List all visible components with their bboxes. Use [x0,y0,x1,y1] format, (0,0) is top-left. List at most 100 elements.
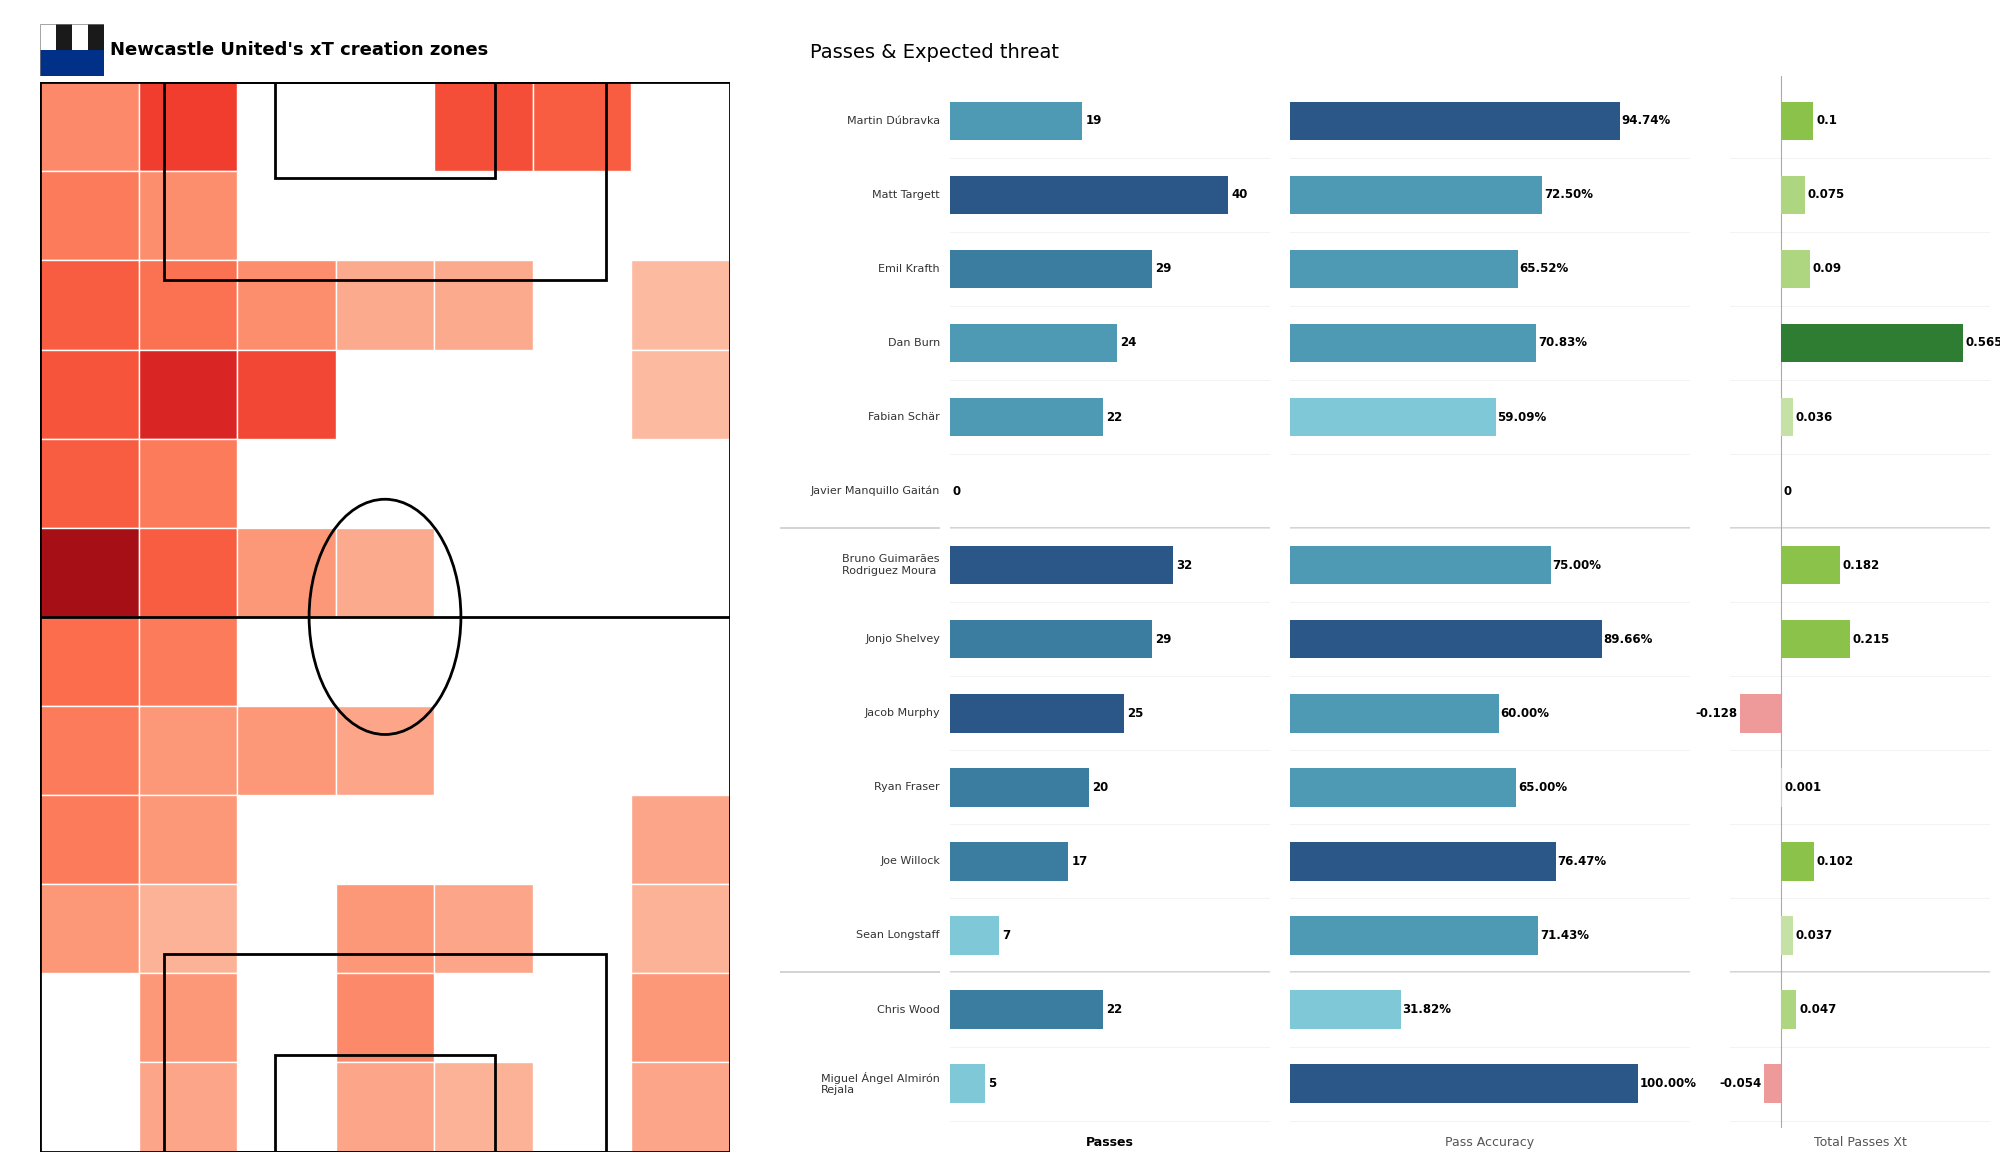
Text: 100.00%: 100.00% [1640,1077,1696,1090]
Text: 31.82%: 31.82% [1402,1003,1452,1016]
Text: 22: 22 [1106,1003,1122,1016]
Bar [138,438,238,528]
Bar [40,172,138,261]
Bar [274,1055,496,1152]
Bar [532,82,632,172]
Bar [138,82,238,172]
Bar [336,884,434,973]
Bar [1290,842,1556,880]
Bar [434,261,532,350]
Bar [1290,916,1538,955]
Bar [434,1062,532,1152]
Bar [40,795,138,884]
Bar [40,49,104,76]
Bar [1782,991,1796,1029]
Bar [950,398,1104,436]
Bar [138,973,238,1062]
Bar [40,438,138,528]
Bar [1782,101,1814,140]
Text: 32: 32 [1176,558,1192,572]
Bar [40,617,138,706]
Text: 72.50%: 72.50% [1544,188,1592,201]
Bar [950,620,1152,658]
Bar [40,706,138,795]
Text: 0: 0 [1784,484,1792,497]
Text: Emil Krafth: Emil Krafth [878,264,940,274]
Bar [950,916,998,955]
Text: Jacob Murphy: Jacob Murphy [864,709,940,718]
Bar [1782,324,1962,362]
Bar [950,101,1082,140]
Text: -0.054: -0.054 [1720,1077,1762,1090]
Text: 0.037: 0.037 [1796,929,1832,942]
Bar [238,706,336,795]
Bar [950,175,1228,214]
Text: 0.036: 0.036 [1796,410,1832,423]
Bar [238,350,336,438]
Bar [950,842,1068,880]
Text: 60.00%: 60.00% [1500,707,1550,720]
Text: Fabian Schär: Fabian Schär [868,412,940,422]
Bar [632,350,730,438]
Bar [138,706,238,795]
Text: 70.83%: 70.83% [1538,336,1588,349]
Text: 0.001: 0.001 [1784,781,1822,794]
Bar [336,706,434,795]
Bar [1782,398,1792,436]
Bar [434,884,532,973]
Bar [40,24,104,49]
Bar [72,24,88,49]
Bar [164,82,606,280]
Bar [1290,324,1536,362]
Bar [40,82,138,172]
Text: 59.09%: 59.09% [1498,410,1546,423]
Text: 71.43%: 71.43% [1540,929,1590,942]
Text: -0.128: -0.128 [1696,707,1738,720]
Text: 65.52%: 65.52% [1520,262,1568,275]
Bar [164,954,606,1152]
Bar [40,884,138,973]
Text: 29: 29 [1156,632,1172,646]
Bar [1290,546,1550,584]
Bar [1764,1065,1782,1103]
X-axis label: Passes: Passes [1086,1136,1134,1149]
Text: 29: 29 [1156,262,1172,275]
Text: 25: 25 [1128,707,1144,720]
Text: Chris Wood: Chris Wood [878,1005,940,1014]
Bar [1740,694,1782,732]
Text: 0.1: 0.1 [1816,114,1836,127]
Bar [238,261,336,350]
Bar [1290,101,1620,140]
Bar [40,528,138,617]
Bar [274,82,496,179]
Bar [632,973,730,1062]
Bar [950,1065,984,1103]
Text: Newcastle United's xT creation zones: Newcastle United's xT creation zones [110,41,488,59]
Bar [138,261,238,350]
Text: 0.09: 0.09 [1812,262,1842,275]
Bar [336,528,434,617]
X-axis label: Pass Accuracy: Pass Accuracy [1446,1136,1534,1149]
Text: 22: 22 [1106,410,1122,423]
Text: 94.74%: 94.74% [1622,114,1670,127]
Text: 0.565: 0.565 [1966,336,2000,349]
Text: Passes & Expected threat: Passes & Expected threat [810,43,1060,62]
Text: Dan Burn: Dan Burn [888,338,940,348]
Bar [1290,620,1602,658]
Text: 19: 19 [1086,114,1102,127]
Bar [950,249,1152,288]
Bar [336,261,434,350]
X-axis label: Total Passes Xt: Total Passes Xt [1814,1136,1906,1149]
Bar [1290,991,1400,1029]
Bar [950,324,1116,362]
Bar [138,617,238,706]
Text: Sean Longstaff: Sean Longstaff [856,931,940,940]
Text: Ryan Fraser: Ryan Fraser [874,783,940,792]
Bar [40,24,56,49]
Text: 7: 7 [1002,929,1010,942]
Text: Miguel Ángel Almirón
Rejala: Miguel Ángel Almirón Rejala [822,1072,940,1095]
Text: 65.00%: 65.00% [1518,781,1566,794]
Text: 20: 20 [1092,781,1108,794]
Bar [1782,249,1810,288]
Bar [138,795,238,884]
